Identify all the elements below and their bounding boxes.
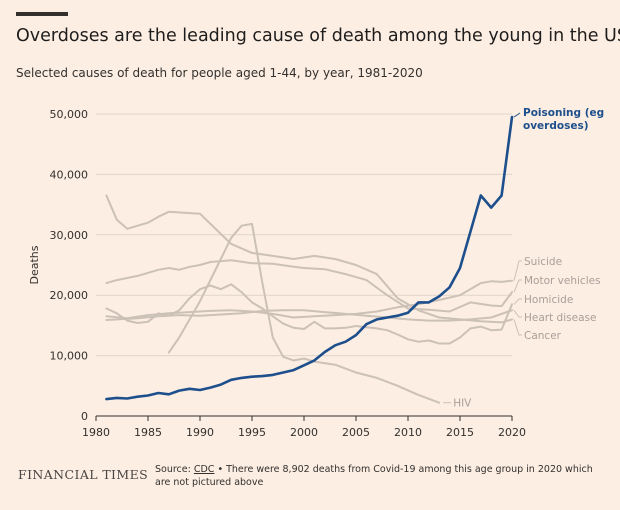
chart-subtitle: Selected causes of death for people aged… bbox=[16, 66, 423, 80]
x-tick-label: 1980 bbox=[82, 426, 110, 439]
series-line-cancer bbox=[105, 194, 513, 324]
leader-suicide bbox=[513, 260, 522, 281]
source-link[interactable]: CDC bbox=[193, 464, 215, 475]
leader-homicide bbox=[513, 298, 522, 305]
series-line-heart-disease bbox=[105, 309, 513, 322]
y-tick-label: 10,000 bbox=[50, 350, 89, 363]
y-axis-label: Deaths bbox=[28, 245, 41, 284]
x-tick-label: 1995 bbox=[238, 426, 266, 439]
x-tick-label: 2000 bbox=[290, 426, 318, 439]
chart-title: Overdoses are the leading cause of death… bbox=[16, 26, 620, 46]
x-tick-label: 2010 bbox=[394, 426, 422, 439]
series-label-cancer: Cancer bbox=[524, 330, 562, 342]
leader-heart-disease bbox=[513, 310, 522, 318]
footnote: • There were 8,902 deaths from Covid-19 … bbox=[155, 464, 593, 488]
series-line-homicide bbox=[105, 283, 513, 345]
line-chart: 0 10,000 20,000 30,000 40,000 50,000 1980 1985 1… bbox=[28, 107, 604, 439]
x-tick-label: 1990 bbox=[186, 426, 214, 439]
series-label-hiv: HIV bbox=[453, 398, 472, 410]
series-label-homicide: Homicide bbox=[524, 294, 573, 306]
y-tick-label: 0 bbox=[81, 410, 88, 423]
y-tick-label: 20,000 bbox=[50, 289, 89, 302]
series-line-motor-vehicles bbox=[105, 259, 513, 313]
source-note: Source: CDC • There were 8,902 deaths fr… bbox=[155, 463, 610, 489]
series-label-suicide: Suicide bbox=[524, 256, 562, 268]
y-tick-label: 40,000 bbox=[50, 168, 89, 181]
leader-cancer bbox=[513, 319, 522, 336]
series-line-poisoning-eg-overdoses bbox=[105, 115, 514, 401]
y-tick-label: 30,000 bbox=[50, 229, 89, 242]
ft-logo: FINANCIAL TIMES bbox=[18, 467, 149, 482]
leader-poisoning bbox=[513, 112, 521, 118]
header-rule bbox=[16, 12, 68, 16]
series-line-hiv bbox=[167, 222, 441, 404]
x-tick-label: 1985 bbox=[134, 426, 162, 439]
y-tick-label: 50,000 bbox=[50, 108, 89, 121]
x-tick-label: 2015 bbox=[446, 426, 474, 439]
series-label-motor-vehicles: Motor vehicles bbox=[524, 275, 601, 287]
series-label-heart-disease: Heart disease bbox=[524, 312, 596, 324]
x-tick-label: 2005 bbox=[342, 426, 370, 439]
x-tick-label: 2020 bbox=[498, 426, 526, 439]
leader-motor-vehicles bbox=[513, 279, 522, 293]
series-line-suicide bbox=[105, 279, 513, 320]
source-prefix: Source: bbox=[155, 464, 194, 475]
series-label-poisoning: Poisoning (eg overdoses) bbox=[523, 107, 604, 132]
